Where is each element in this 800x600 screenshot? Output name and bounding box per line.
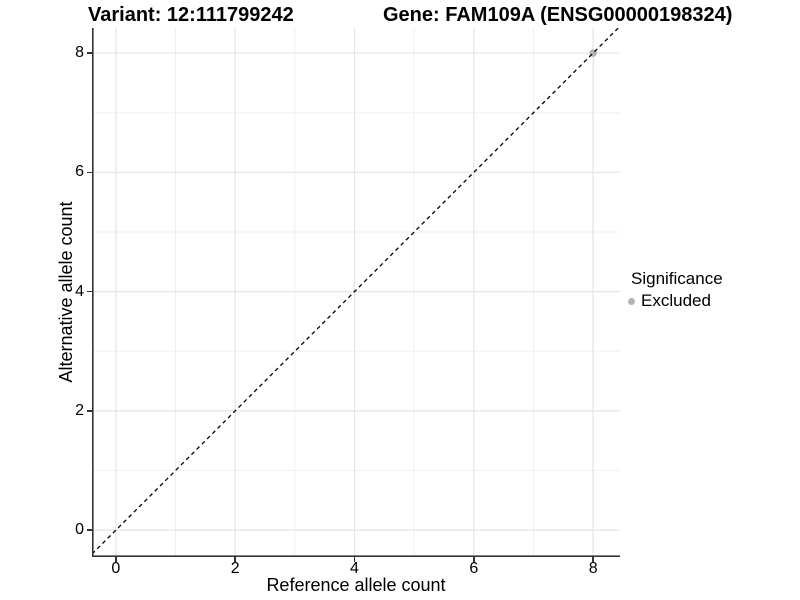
legend-title: Significance	[631, 269, 723, 288]
y-tick-mark	[87, 410, 92, 412]
y-tick-label: 0	[75, 521, 84, 539]
x-tick-label: 0	[111, 560, 121, 577]
legend-entry-excluded: Excluded	[623, 290, 793, 312]
y-tick-label: 6	[75, 163, 84, 181]
identity-line	[92, 28, 620, 555]
plot-title-gene: Gene: FAM109A (ENSG00000198324)	[383, 4, 733, 26]
x-tick-mark	[115, 557, 117, 562]
plot-area	[92, 28, 620, 557]
y-tick-mark	[87, 52, 92, 54]
excluded-point-icon	[628, 297, 635, 305]
x-tick-label: 4	[350, 560, 359, 577]
x-axis-title: Reference allele count	[266, 575, 446, 595]
x-tick-label: 6	[469, 560, 479, 577]
x-tick-label: 8	[588, 560, 598, 577]
plot-title-variant: Variant: 12:111799242	[88, 4, 294, 26]
y-axis-line	[92, 28, 94, 557]
plot-panel	[92, 28, 620, 557]
y-tick-mark	[87, 171, 92, 174]
y-tick-label: 2	[75, 401, 84, 419]
x-tick-mark	[473, 557, 475, 562]
x-axis-line	[92, 555, 620, 557]
x-tick-mark	[592, 557, 594, 562]
x-tick-mark	[353, 557, 356, 562]
legend-key	[623, 293, 640, 310]
legend-entry-label: Excluded	[641, 291, 711, 310]
y-tick-mark	[87, 529, 92, 531]
x-tick-label: 2	[230, 560, 240, 577]
y-tick-label: 8	[75, 44, 84, 62]
y-tick-mark	[87, 290, 92, 293]
x-tick-mark	[234, 557, 236, 562]
legend: Significance Excluded	[623, 268, 793, 312]
y-tick-label: 4	[75, 282, 84, 300]
